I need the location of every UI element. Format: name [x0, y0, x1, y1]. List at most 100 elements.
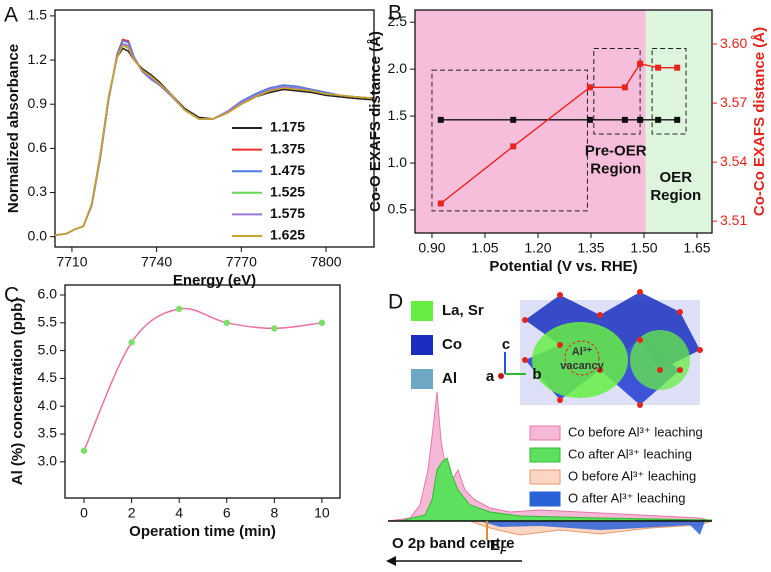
vacancy-label: Al³⁺ [572, 346, 593, 358]
point [621, 84, 628, 91]
y-tick-label: 4.0 [38, 397, 58, 413]
y2-tick-label: 3.54 [720, 153, 747, 169]
region-background [415, 10, 646, 233]
region-box [593, 47, 641, 135]
point [674, 64, 681, 71]
panel-label: A [4, 4, 18, 27]
y-tick-label: 2.0 [388, 60, 408, 76]
y2-tick-label: 3.60 [720, 35, 747, 51]
y-tick-label: 1.5 [388, 107, 408, 123]
legend-label: Co after Al³⁺ leaching [568, 446, 692, 461]
point [586, 116, 593, 123]
point [674, 116, 681, 123]
plot-frame [54, 9, 375, 248]
spectrum-line [54, 44, 375, 237]
point [586, 84, 593, 91]
legend-swatch [529, 425, 561, 441]
y-tick-label: 0.5 [388, 201, 408, 217]
dos-o-after [480, 521, 705, 535]
x-tick-label: 7740 [141, 254, 172, 270]
fermi-main: E [490, 537, 500, 554]
structure-label: Co [442, 336, 462, 353]
point [510, 143, 517, 150]
x-tick-label: 7770 [226, 254, 257, 270]
region-box [651, 47, 687, 135]
structure-swatch [411, 335, 433, 355]
x-tick-label: 10 [314, 505, 330, 521]
legend-label: 1.375 [270, 140, 305, 156]
point [223, 319, 230, 327]
point [621, 116, 628, 123]
panel-label: B [388, 2, 402, 25]
band-centre-label: O 2p band centre [392, 535, 515, 552]
y-axis-label: Al (%) concentration (ppb) [9, 298, 26, 486]
x-tick-label: 7710 [56, 254, 87, 270]
y-axis-label: Normalized absorbance [5, 44, 22, 213]
legend-swatch [529, 491, 561, 507]
structure-label: La, Sr [442, 302, 484, 319]
crystal-structure [498, 289, 703, 408]
legend-label: 1.575 [270, 205, 305, 221]
y-tick-label: 5.0 [38, 341, 58, 357]
y2-tick-label: 3.57 [720, 94, 747, 110]
y-tick-label: 0.0 [28, 227, 48, 243]
y-tick-label: 6.0 [38, 286, 58, 302]
x-tick-label: 1.65 [683, 240, 710, 256]
y2-axis-label: Co-Co EXAFS distance (Å) [751, 27, 768, 216]
structure-swatch [411, 369, 433, 389]
fermi-sub: F [500, 545, 507, 557]
region-label: Region [650, 187, 701, 204]
y-tick-label: 1.5 [28, 7, 48, 23]
region-label: Pre-OER [585, 143, 647, 160]
y-axis-label: Co-O EXAFS distance (Å) [367, 31, 384, 212]
crystal-axis-label: b [532, 366, 541, 383]
legend-label: 1.525 [270, 184, 305, 200]
structure-label: Al [442, 370, 457, 387]
axis-a [498, 373, 504, 379]
x-axis-label: Energy (eV) [173, 272, 256, 289]
region-box [431, 69, 588, 212]
crystal-axis-label: c [502, 336, 510, 353]
x-tick-label: 0.90 [418, 240, 445, 256]
y-tick-label: 1.2 [28, 51, 48, 67]
x-tick-label: 1.35 [577, 240, 604, 256]
legend-label: Co before Al³⁺ leaching [568, 424, 703, 439]
legend-label: O after Al³⁺ leaching [568, 490, 685, 505]
point [437, 200, 444, 207]
y-tick-label: 1.0 [388, 154, 408, 170]
arrow-head [386, 556, 396, 566]
point [655, 64, 662, 71]
point [175, 305, 183, 313]
legend-label: 1.175 [270, 119, 305, 135]
point [271, 325, 278, 332]
legend-swatch [529, 447, 561, 463]
region-label: Region [590, 161, 641, 178]
plot-frame [64, 284, 341, 499]
structure-swatch [411, 301, 433, 321]
x-tick-label: 1.05 [471, 240, 498, 256]
point [637, 60, 644, 67]
oxygen-atoms [522, 289, 703, 408]
y-tick-label: 3.0 [38, 453, 58, 469]
x-tick-label: 0 [80, 505, 88, 521]
x-tick-label: 8 [270, 505, 278, 521]
fermi-label: EF [490, 537, 507, 557]
y2-tick-label: 3.51 [720, 212, 747, 228]
point [510, 116, 517, 123]
y-tick-label: 0.9 [28, 95, 48, 111]
x-tick-label: 1.50 [630, 240, 657, 256]
x-tick-label: 2 [128, 505, 136, 521]
y-tick-label: 4.5 [38, 369, 58, 385]
la-sr-site [532, 322, 628, 398]
trend-line [83, 307, 323, 452]
dos-co-before [387, 391, 713, 522]
y-tick-label: 0.6 [28, 139, 48, 155]
dos-plot [386, 391, 713, 566]
point [80, 447, 88, 454]
x-tick-label: 7800 [310, 254, 341, 270]
y-tick-label: 5.5 [38, 314, 58, 330]
point [655, 116, 662, 123]
legend-label: O before Al³⁺ leaching [568, 468, 696, 483]
point [318, 319, 326, 327]
region-label: OER [660, 169, 693, 186]
